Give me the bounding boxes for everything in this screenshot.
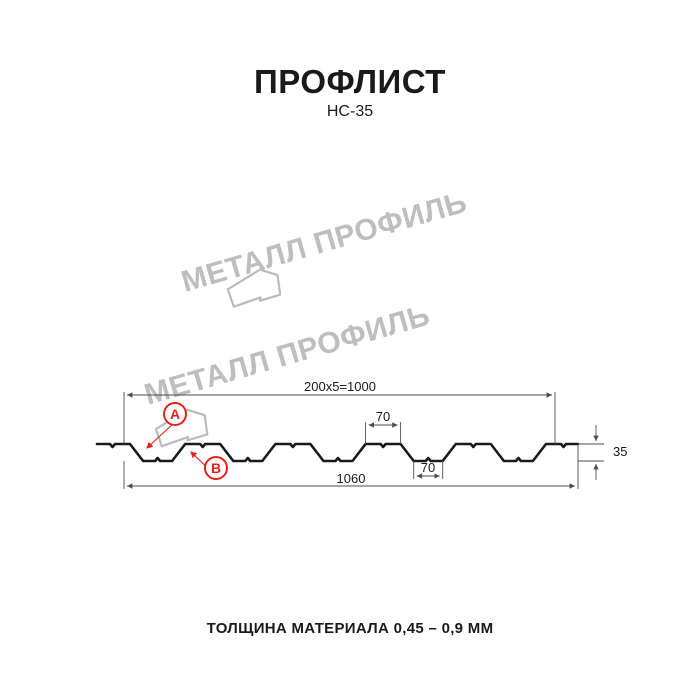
svg-text:B: B: [211, 460, 221, 476]
svg-text:70: 70: [421, 460, 435, 475]
svg-text:A: A: [170, 406, 180, 422]
svg-text:1060: 1060: [337, 471, 366, 486]
svg-text:200x5=1000: 200x5=1000: [304, 379, 376, 394]
svg-text:70: 70: [376, 409, 390, 424]
svg-text:35: 35: [613, 444, 627, 459]
svg-text:МЕТАЛЛ ПРОФИЛЬ: МЕТАЛЛ ПРОФИЛЬ: [178, 186, 471, 299]
